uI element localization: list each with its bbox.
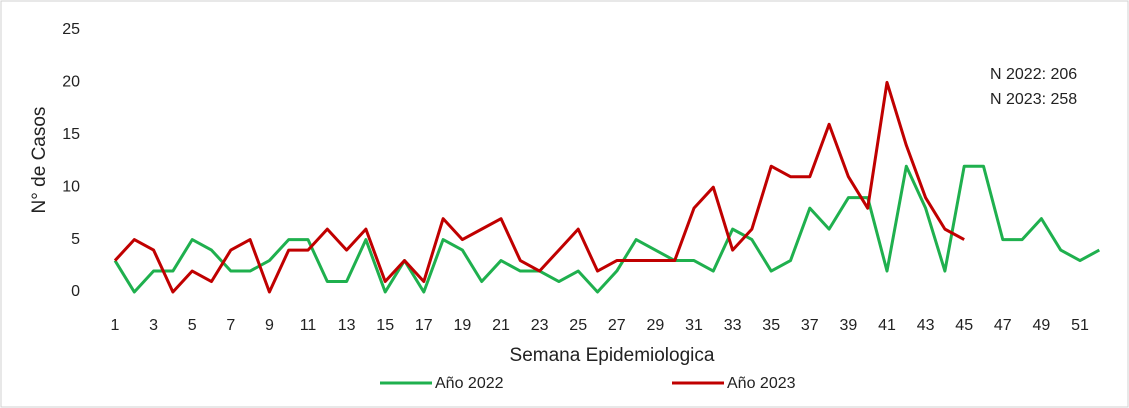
y-tick-label: 15	[62, 126, 80, 143]
x-tick-label: 3	[149, 317, 158, 334]
x-tick-label: 43	[917, 317, 935, 334]
x-tick-label: 13	[338, 317, 356, 334]
x-tick-label: 27	[608, 317, 626, 334]
x-tick-label: 33	[724, 317, 742, 334]
y-tick-label: 25	[62, 21, 80, 38]
annotation: N 2023: 258	[990, 91, 1077, 108]
x-tick-label: 31	[685, 317, 703, 334]
x-tick-label: 1	[111, 317, 120, 334]
x-tick-label: 37	[801, 317, 819, 334]
legend-label: Año 2022	[435, 375, 504, 392]
x-tick-label: 15	[376, 317, 394, 334]
x-tick-label: 39	[840, 317, 858, 334]
x-tick-label: 9	[265, 317, 274, 334]
y-tick-label: 0	[71, 283, 80, 300]
x-tick-label: 51	[1071, 317, 1089, 334]
x-tick-label: 29	[647, 317, 665, 334]
x-tick-label: 49	[1033, 317, 1051, 334]
x-tick-label: 21	[492, 317, 510, 334]
x-tick-label: 25	[569, 317, 587, 334]
x-tick-label: 47	[994, 317, 1012, 334]
annotation: N 2022: 206	[990, 66, 1077, 83]
x-tick-label: 11	[300, 317, 317, 334]
series-line	[113, 164, 1101, 294]
x-tick-label: 17	[415, 317, 433, 334]
x-tick-label: 45	[955, 317, 973, 334]
legend-label: Año 2023	[727, 375, 796, 392]
x-tick-label: 23	[531, 317, 549, 334]
y-tick-label: 10	[62, 178, 80, 195]
y-axis-label: N° de Casos	[29, 107, 50, 214]
series-line	[113, 80, 965, 294]
x-tick-label: 7	[226, 317, 235, 334]
x-tick-label: 41	[878, 317, 896, 334]
x-tick-label: 19	[454, 317, 472, 334]
x-tick-label: 35	[762, 317, 780, 334]
x-tick-label: 5	[188, 317, 197, 334]
y-tick-label: 5	[71, 231, 80, 248]
x-axis-label: Semana Epidemiologica	[510, 345, 715, 366]
y-tick-label: 20	[62, 74, 80, 91]
